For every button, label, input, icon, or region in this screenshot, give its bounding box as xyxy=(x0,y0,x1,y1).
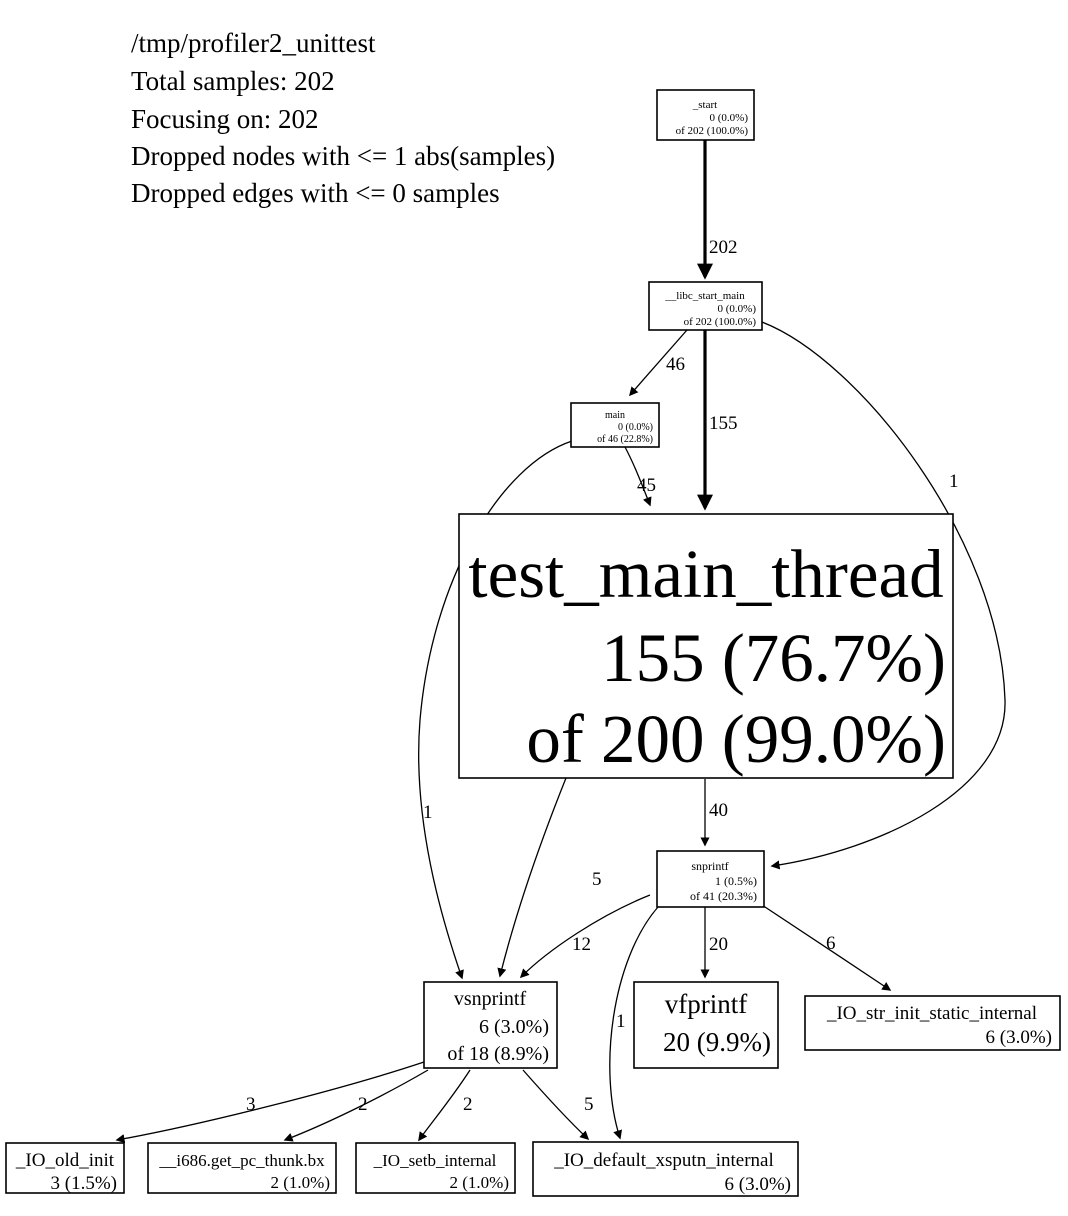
node-__i686_get_pc_thunk_bx[interactable]: __i686.get_pc_thunk.bx 2 (1.0%) xyxy=(147,1142,337,1194)
node-total-snprintf: of 41 (20.3%) xyxy=(690,889,757,903)
edge-label-45: 45 xyxy=(637,475,656,496)
edge-label-5-test-vsnprintf: 5 xyxy=(592,869,602,890)
node-total-main: of 46 (22.8%) xyxy=(597,434,653,445)
edge-vsnprintf-to-io-default-xsputn xyxy=(522,1069,590,1141)
edge-label-5-vsnprintf-xsputn: 5 xyxy=(584,1094,594,1115)
node-test_main_thread[interactable]: test_main_thread 155 (76.7%) of 200 (99.… xyxy=(458,513,954,779)
node-self-snprintf: 1 (0.5%) xyxy=(715,874,757,888)
node-_IO_str_init_static_internal[interactable]: _IO_str_init_static_internal 6 (3.0%) xyxy=(804,995,1061,1051)
node-box-_IO_old_init[interactable] xyxy=(5,1142,125,1194)
edge-label-202: 202 xyxy=(709,237,738,258)
node-total-test_main_thread: of 200 (99.0%) xyxy=(526,701,946,777)
edge-vsnprintf-to-i686-get-pc-thunk xyxy=(283,1069,429,1142)
node-self-main: 0 (0.0%) xyxy=(618,422,653,433)
edge-label-3: 3 xyxy=(246,1094,256,1115)
node-title-_IO_old_init: _IO_old_init xyxy=(15,1150,115,1171)
node-box-vfprintf[interactable] xyxy=(633,981,779,1069)
node-self-_start: 0 (0.0%) xyxy=(710,112,749,124)
edge-label-40: 40 xyxy=(709,800,728,821)
edge-snprintf-to-io-str-init xyxy=(761,904,892,991)
node-_IO_setb_internal[interactable]: _IO_setb_internal 2 (1.0%) xyxy=(355,1142,516,1194)
node-title-snprintf: snprintf xyxy=(691,859,728,873)
node-self-test_main_thread: 155 (76.7%) xyxy=(601,620,946,696)
node-self-__libc_start_main: 0 (0.0%) xyxy=(718,303,757,315)
edge-vsnprintf-to-io-old-init xyxy=(115,1061,425,1144)
node-snprintf[interactable]: snprintf 1 (0.5%) of 41 (20.3%) xyxy=(656,850,765,908)
node-_IO_old_init[interactable]: _IO_old_init 3 (1.5%) xyxy=(5,1142,125,1194)
node-total-_start: of 202 (100.0%) xyxy=(676,125,749,137)
node-box-test_main_thread[interactable] xyxy=(458,513,954,779)
node-self-vfprintf: 20 (9.9%) xyxy=(663,1027,771,1057)
node-box-main[interactable] xyxy=(570,402,660,448)
node-box-snprintf[interactable] xyxy=(656,850,765,908)
node-_IO_default_xsputn_internal[interactable]: _IO_default_xsputn_internal 6 (3.0%) xyxy=(532,1141,799,1197)
edge-label-2-setb: 2 xyxy=(463,1094,473,1115)
edge-label-12: 12 xyxy=(572,934,591,955)
graph-edges: 202 46 155 1 45 1 5 40 12 xyxy=(115,140,1006,1144)
node-total-__libc_start_main: of 202 (100.0%) xyxy=(684,316,757,328)
node-self-__i686_get_pc_thunk_bx: 2 (1.0%) xyxy=(271,1173,330,1192)
node-title-vfprintf: vfprintf xyxy=(665,989,747,1019)
edge-test-main-thread-to-vsnprintf xyxy=(497,777,567,978)
node-title-main: main xyxy=(605,410,625,421)
node-title-_IO_default_xsputn_internal: _IO_default_xsputn_internal xyxy=(553,1150,774,1171)
edge-libc-start-main-to-snprintf xyxy=(761,321,1006,870)
node-box-__libc_start_main[interactable] xyxy=(648,281,763,331)
edge-vsnprintf-to-io-setb-internal xyxy=(418,1069,471,1142)
graph-nodes: _start 0 (0.0%) of 202 (100.0%) __libc_s… xyxy=(5,89,1061,1197)
header-dropped-nodes: Dropped nodes with <= 1 abs(samples) xyxy=(131,141,555,171)
node-box-_start[interactable] xyxy=(656,89,755,141)
edge-label-46: 46 xyxy=(666,354,685,375)
node-self-vsnprintf: 6 (3.0%) xyxy=(479,1016,549,1038)
edge-snprintf-to-io-default-xsputn xyxy=(609,906,659,1140)
node-title-__libc_start_main: __libc_start_main xyxy=(664,290,745,302)
node-self-_IO_str_init_static_internal: 6 (3.0%) xyxy=(986,1027,1052,1048)
edge-snprintf-to-vsnprintf xyxy=(519,894,651,979)
edge-label-1-main-vsnprintf: 1 xyxy=(423,802,433,823)
node-box-_IO_setb_internal[interactable] xyxy=(355,1142,516,1194)
node-vsnprintf[interactable]: vsnprintf 6 (3.0%) of 18 (8.9%) xyxy=(423,981,558,1069)
edge-main-to-vsnprintf xyxy=(418,440,573,980)
node-self-_IO_old_init: 3 (1.5%) xyxy=(51,1173,117,1194)
header-dropped-edges: Dropped edges with <= 0 samples xyxy=(131,178,500,208)
edge-libc-start-main-to-main xyxy=(629,329,688,397)
node-main[interactable]: main 0 (0.0%) of 46 (22.8%) xyxy=(570,402,660,448)
node-box-_IO_str_init_static_internal[interactable] xyxy=(804,995,1061,1051)
edge-label-1-libc-snprintf: 1 xyxy=(949,471,959,492)
header-info: /tmp/profiler2_unittest Total samples: 2… xyxy=(131,28,555,208)
header-total-samples: Total samples: 202 xyxy=(131,66,335,96)
header-focusing-on: Focusing on: 202 xyxy=(131,104,319,134)
node-total-vsnprintf: of 18 (8.9%) xyxy=(447,1043,549,1065)
header-binary-path: /tmp/profiler2_unittest xyxy=(131,28,376,58)
node-_start[interactable]: _start 0 (0.0%) of 202 (100.0%) xyxy=(656,89,755,141)
node-__libc_start_main[interactable]: __libc_start_main 0 (0.0%) of 202 (100.0… xyxy=(648,281,763,331)
node-box-vsnprintf[interactable] xyxy=(423,981,558,1069)
node-box-__i686_get_pc_thunk_bx[interactable] xyxy=(147,1142,337,1194)
node-title-__i686_get_pc_thunk_bx: __i686.get_pc_thunk.bx xyxy=(158,1151,325,1170)
edge-label-2-thunk: 2 xyxy=(358,1094,368,1115)
edge-main-to-test-main-thread xyxy=(624,446,652,507)
node-title-test_main_thread: test_main_thread xyxy=(468,536,943,612)
node-vfprintf[interactable]: vfprintf 20 (9.9%) xyxy=(633,981,779,1069)
node-box-_IO_default_xsputn_internal[interactable] xyxy=(532,1141,799,1197)
edge-label-155: 155 xyxy=(709,413,738,434)
node-self-_IO_default_xsputn_internal: 6 (3.0%) xyxy=(725,1174,791,1195)
edge-label-6-snprintf-iostr: 6 xyxy=(826,933,836,954)
node-title-_start: _start xyxy=(692,99,717,111)
edge-label-20: 20 xyxy=(709,934,728,955)
edge-label-1-snprintf-xsputn: 1 xyxy=(616,1011,626,1032)
node-title-_IO_setb_internal: _IO_setb_internal xyxy=(373,1151,497,1170)
node-title-vsnprintf: vsnprintf xyxy=(454,988,527,1010)
node-self-_IO_setb_internal: 2 (1.0%) xyxy=(450,1173,509,1192)
node-title-_IO_str_init_static_internal: _IO_str_init_static_internal xyxy=(826,1003,1037,1024)
